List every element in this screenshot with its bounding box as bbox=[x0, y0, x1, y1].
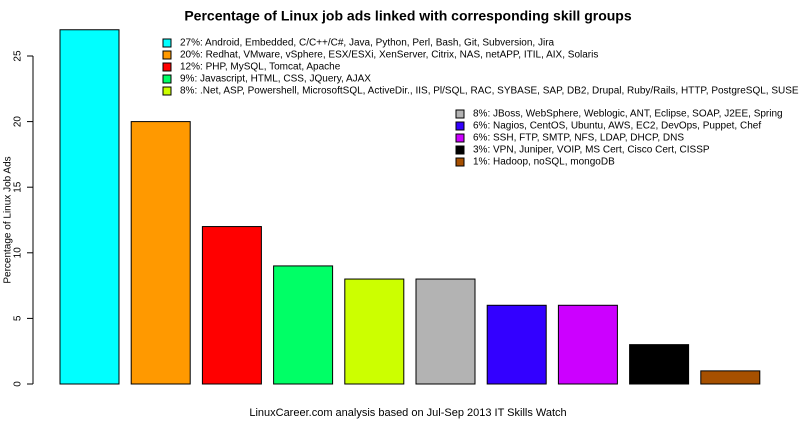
bar bbox=[344, 278, 405, 385]
legend-label: 3%: VPN, Juniper, VOIP, MS Cert, Cisco C… bbox=[473, 145, 710, 156]
legend-label: 12%: PHP, MySQL, Tomcat, Apache bbox=[180, 62, 341, 73]
legend-swatch bbox=[455, 133, 465, 143]
y-tick-label: 20 bbox=[13, 116, 24, 128]
bar bbox=[629, 344, 690, 385]
legend-swatch bbox=[455, 145, 465, 155]
caption: LinuxCareer.com analysis based on Jul-Se… bbox=[249, 407, 566, 419]
legend-swatch bbox=[455, 121, 465, 131]
y-axis-label: Percentage of Linux Job Ads bbox=[3, 156, 14, 283]
legend-label: 9%: Javascript, HTML, CSS, JQuery, AJAX bbox=[180, 74, 371, 85]
legend-swatch bbox=[162, 62, 172, 72]
bar bbox=[273, 265, 334, 385]
legend-label: 1%: Hadoop, noSQL, mongoDB bbox=[473, 157, 615, 168]
legend-swatch bbox=[162, 86, 172, 96]
legend-label: 8%: .Net, ASP, Powershell, MicrosoftSQL,… bbox=[180, 86, 799, 97]
y-tick-label: 5 bbox=[13, 315, 24, 321]
chart-title: Percentage of Linux job ads linked with … bbox=[184, 8, 632, 24]
bar bbox=[486, 304, 547, 385]
bar bbox=[201, 226, 262, 385]
bar bbox=[59, 29, 120, 385]
y-tick-label: 10 bbox=[13, 247, 24, 259]
bar bbox=[415, 278, 476, 385]
legend-swatch bbox=[162, 50, 172, 60]
legend-label: 6%: SSH, FTP, SMTP, NFS, LDAP, DHCP, DNS bbox=[473, 133, 684, 144]
legend-label: 27%: Android, Embedded, C/C++/C#, Java, … bbox=[180, 38, 555, 49]
y-tick-label: 0 bbox=[13, 381, 24, 387]
legend-swatch bbox=[162, 74, 172, 84]
legend-label: 8%: JBoss, WebSphere, Weblogic, ANT, Ecl… bbox=[473, 109, 783, 120]
legend-label: 6%: Nagios, CentOS, Ubuntu, AWS, EC2, De… bbox=[473, 121, 761, 132]
bar bbox=[700, 370, 761, 385]
y-tick-label: 15 bbox=[13, 181, 24, 193]
legend-swatch bbox=[455, 157, 465, 167]
legend-swatch bbox=[162, 38, 172, 48]
y-tick-label: 25 bbox=[13, 50, 24, 62]
bar bbox=[130, 121, 191, 385]
bar bbox=[557, 304, 618, 385]
legend-label: 20%: Redhat, VMware, vSphere, ESX/ESXi, … bbox=[180, 50, 598, 61]
legend-swatch bbox=[455, 109, 465, 119]
